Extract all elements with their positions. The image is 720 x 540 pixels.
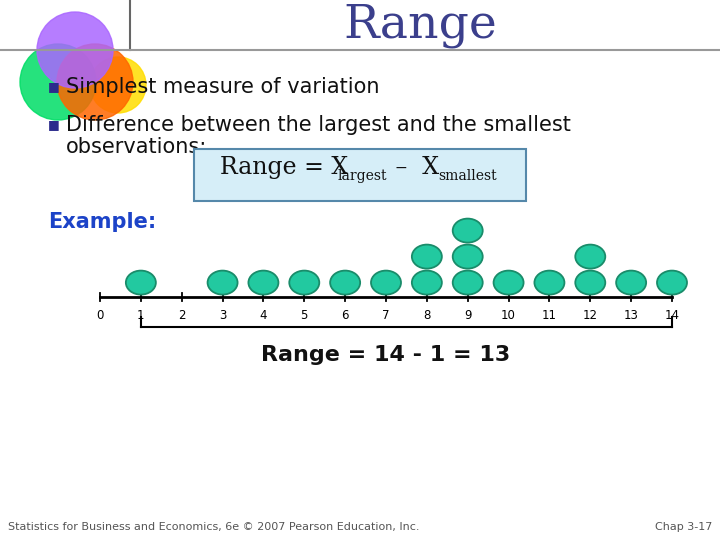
Ellipse shape xyxy=(657,271,687,295)
Text: 0: 0 xyxy=(96,309,104,322)
Text: Chap 3-17: Chap 3-17 xyxy=(654,522,712,532)
Text: Difference between the largest and the smallest: Difference between the largest and the s… xyxy=(66,115,571,135)
Ellipse shape xyxy=(494,271,523,295)
Ellipse shape xyxy=(575,245,606,268)
Text: 8: 8 xyxy=(423,309,431,322)
Text: 2: 2 xyxy=(178,309,186,322)
Text: Simplest measure of variation: Simplest measure of variation xyxy=(66,77,379,97)
Text: 1: 1 xyxy=(137,309,145,322)
Ellipse shape xyxy=(330,271,360,295)
Text: Statistics for Business and Economics, 6e © 2007 Pearson Education, Inc.: Statistics for Business and Economics, 6… xyxy=(8,522,420,532)
Ellipse shape xyxy=(248,271,279,295)
Ellipse shape xyxy=(289,271,319,295)
Text: ■: ■ xyxy=(48,118,60,132)
Text: 11: 11 xyxy=(542,309,557,322)
Ellipse shape xyxy=(412,271,442,295)
Ellipse shape xyxy=(575,271,606,295)
Text: ■: ■ xyxy=(48,80,60,93)
Text: Example:: Example: xyxy=(48,212,156,232)
Circle shape xyxy=(37,12,113,88)
Text: largest: largest xyxy=(338,169,387,183)
Ellipse shape xyxy=(207,271,238,295)
Ellipse shape xyxy=(453,271,482,295)
Text: 3: 3 xyxy=(219,309,226,322)
Ellipse shape xyxy=(453,219,482,242)
Circle shape xyxy=(20,44,96,120)
FancyBboxPatch shape xyxy=(194,149,526,201)
Text: 9: 9 xyxy=(464,309,472,322)
Text: observations:: observations: xyxy=(66,137,207,157)
Text: 7: 7 xyxy=(382,309,390,322)
Ellipse shape xyxy=(371,271,401,295)
Text: 12: 12 xyxy=(582,309,598,322)
Text: 4: 4 xyxy=(260,309,267,322)
Text: 14: 14 xyxy=(665,309,680,322)
Text: 5: 5 xyxy=(300,309,308,322)
Ellipse shape xyxy=(453,245,482,268)
Text: 13: 13 xyxy=(624,309,639,322)
Circle shape xyxy=(90,57,146,113)
Text: Range = 14 - 1 = 13: Range = 14 - 1 = 13 xyxy=(261,345,510,365)
Text: Range = X: Range = X xyxy=(220,156,348,179)
Ellipse shape xyxy=(534,271,564,295)
Text: 6: 6 xyxy=(341,309,349,322)
Text: smallest: smallest xyxy=(438,169,497,183)
Ellipse shape xyxy=(616,271,646,295)
Text: –  X: – X xyxy=(388,156,439,179)
Text: Range: Range xyxy=(343,2,497,48)
Circle shape xyxy=(57,44,133,120)
Ellipse shape xyxy=(412,245,442,268)
Text: 10: 10 xyxy=(501,309,516,322)
Ellipse shape xyxy=(126,271,156,295)
